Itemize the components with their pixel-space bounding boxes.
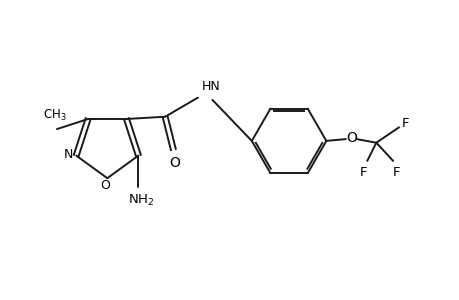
Text: F: F bbox=[400, 117, 408, 130]
Text: N: N bbox=[64, 148, 73, 161]
Text: HN: HN bbox=[201, 80, 220, 93]
Text: O: O bbox=[345, 131, 356, 145]
Text: F: F bbox=[359, 167, 367, 179]
Text: O: O bbox=[101, 179, 110, 192]
Text: NH$_2$: NH$_2$ bbox=[128, 193, 155, 208]
Text: O: O bbox=[169, 156, 180, 170]
Text: F: F bbox=[392, 167, 400, 179]
Text: CH$_3$: CH$_3$ bbox=[43, 108, 67, 123]
